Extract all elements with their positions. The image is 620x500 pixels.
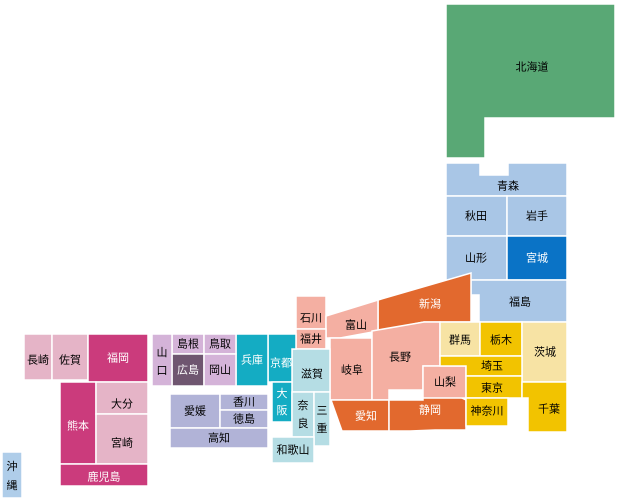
pref-kumamoto[interactable]: 熊本 [59, 381, 97, 465]
pref-shimane[interactable]: 島根 [171, 333, 205, 355]
pref-chiba[interactable]: 千葉 [521, 381, 568, 433]
pref-tokushima[interactable]: 徳島 [219, 409, 269, 429]
pref-hokkaido[interactable]: 北海道 [445, 3, 616, 159]
pref-fukui[interactable]: 福井 [295, 328, 327, 350]
pref-ehime[interactable]: 愛媛 [169, 393, 221, 429]
pref-hiroshima[interactable]: 広島 [171, 353, 205, 387]
pref-ibaraki[interactable]: 茨城 [521, 321, 568, 383]
pref-fukuoka[interactable]: 福岡 [87, 333, 149, 383]
pref-saga[interactable]: 佐賀 [51, 333, 89, 381]
pref-kagoshima[interactable]: 鹿児島 [59, 463, 149, 487]
pref-tokyo[interactable]: 東京 [465, 375, 523, 399]
pref-mie[interactable]: 三重 [313, 391, 331, 447]
pref-gifu[interactable]: 岐阜 [329, 337, 373, 401]
pref-okayama[interactable]: 岡山 [203, 353, 237, 387]
pref-kanagawa[interactable]: 神奈川 [465, 397, 509, 427]
pref-toyama[interactable]: 富山 [325, 298, 379, 339]
pref-miyazaki[interactable]: 宮崎 [95, 413, 149, 465]
pref-iwate[interactable]: 岩手 [506, 195, 568, 237]
pref-osaka[interactable]: 大阪 [271, 381, 293, 423]
pref-ishikawa[interactable]: 石川 [295, 295, 327, 330]
pref-aichi[interactable]: 愛知 [329, 399, 390, 432]
pref-tochigi[interactable]: 栃木 [479, 321, 523, 357]
pref-yamanashi[interactable]: 山梨 [422, 365, 467, 399]
pref-shiga[interactable]: 滋賀 [291, 348, 331, 393]
pref-yamagata[interactable]: 山形 [445, 235, 508, 281]
pref-nagasaki[interactable]: 長崎 [23, 333, 53, 381]
pref-kagawa[interactable]: 香川 [219, 393, 269, 411]
pref-fukushima[interactable]: 福島 [470, 279, 568, 323]
pref-aomori[interactable]: 青森 [445, 162, 568, 197]
pref-akita[interactable]: 秋田 [445, 195, 508, 237]
pref-hyogo[interactable]: 兵庫 [235, 333, 269, 387]
pref-okinawa[interactable]: 沖縄 [1, 451, 23, 499]
pref-wakayama[interactable]: 和歌山 [271, 436, 315, 464]
pref-kyoto[interactable]: 京都 [267, 333, 297, 383]
pref-yamaguchi[interactable]: 山口 [151, 333, 173, 387]
pref-kochi[interactable]: 高知 [169, 427, 269, 449]
pref-oita[interactable]: 大分 [95, 381, 149, 415]
pref-nara[interactable]: 奈良 [291, 391, 315, 438]
pref-tottori[interactable]: 鳥取 [203, 333, 237, 355]
pref-gunma[interactable]: 群馬 [439, 321, 481, 357]
pref-miyagi[interactable]: 宮城 [506, 235, 568, 281]
